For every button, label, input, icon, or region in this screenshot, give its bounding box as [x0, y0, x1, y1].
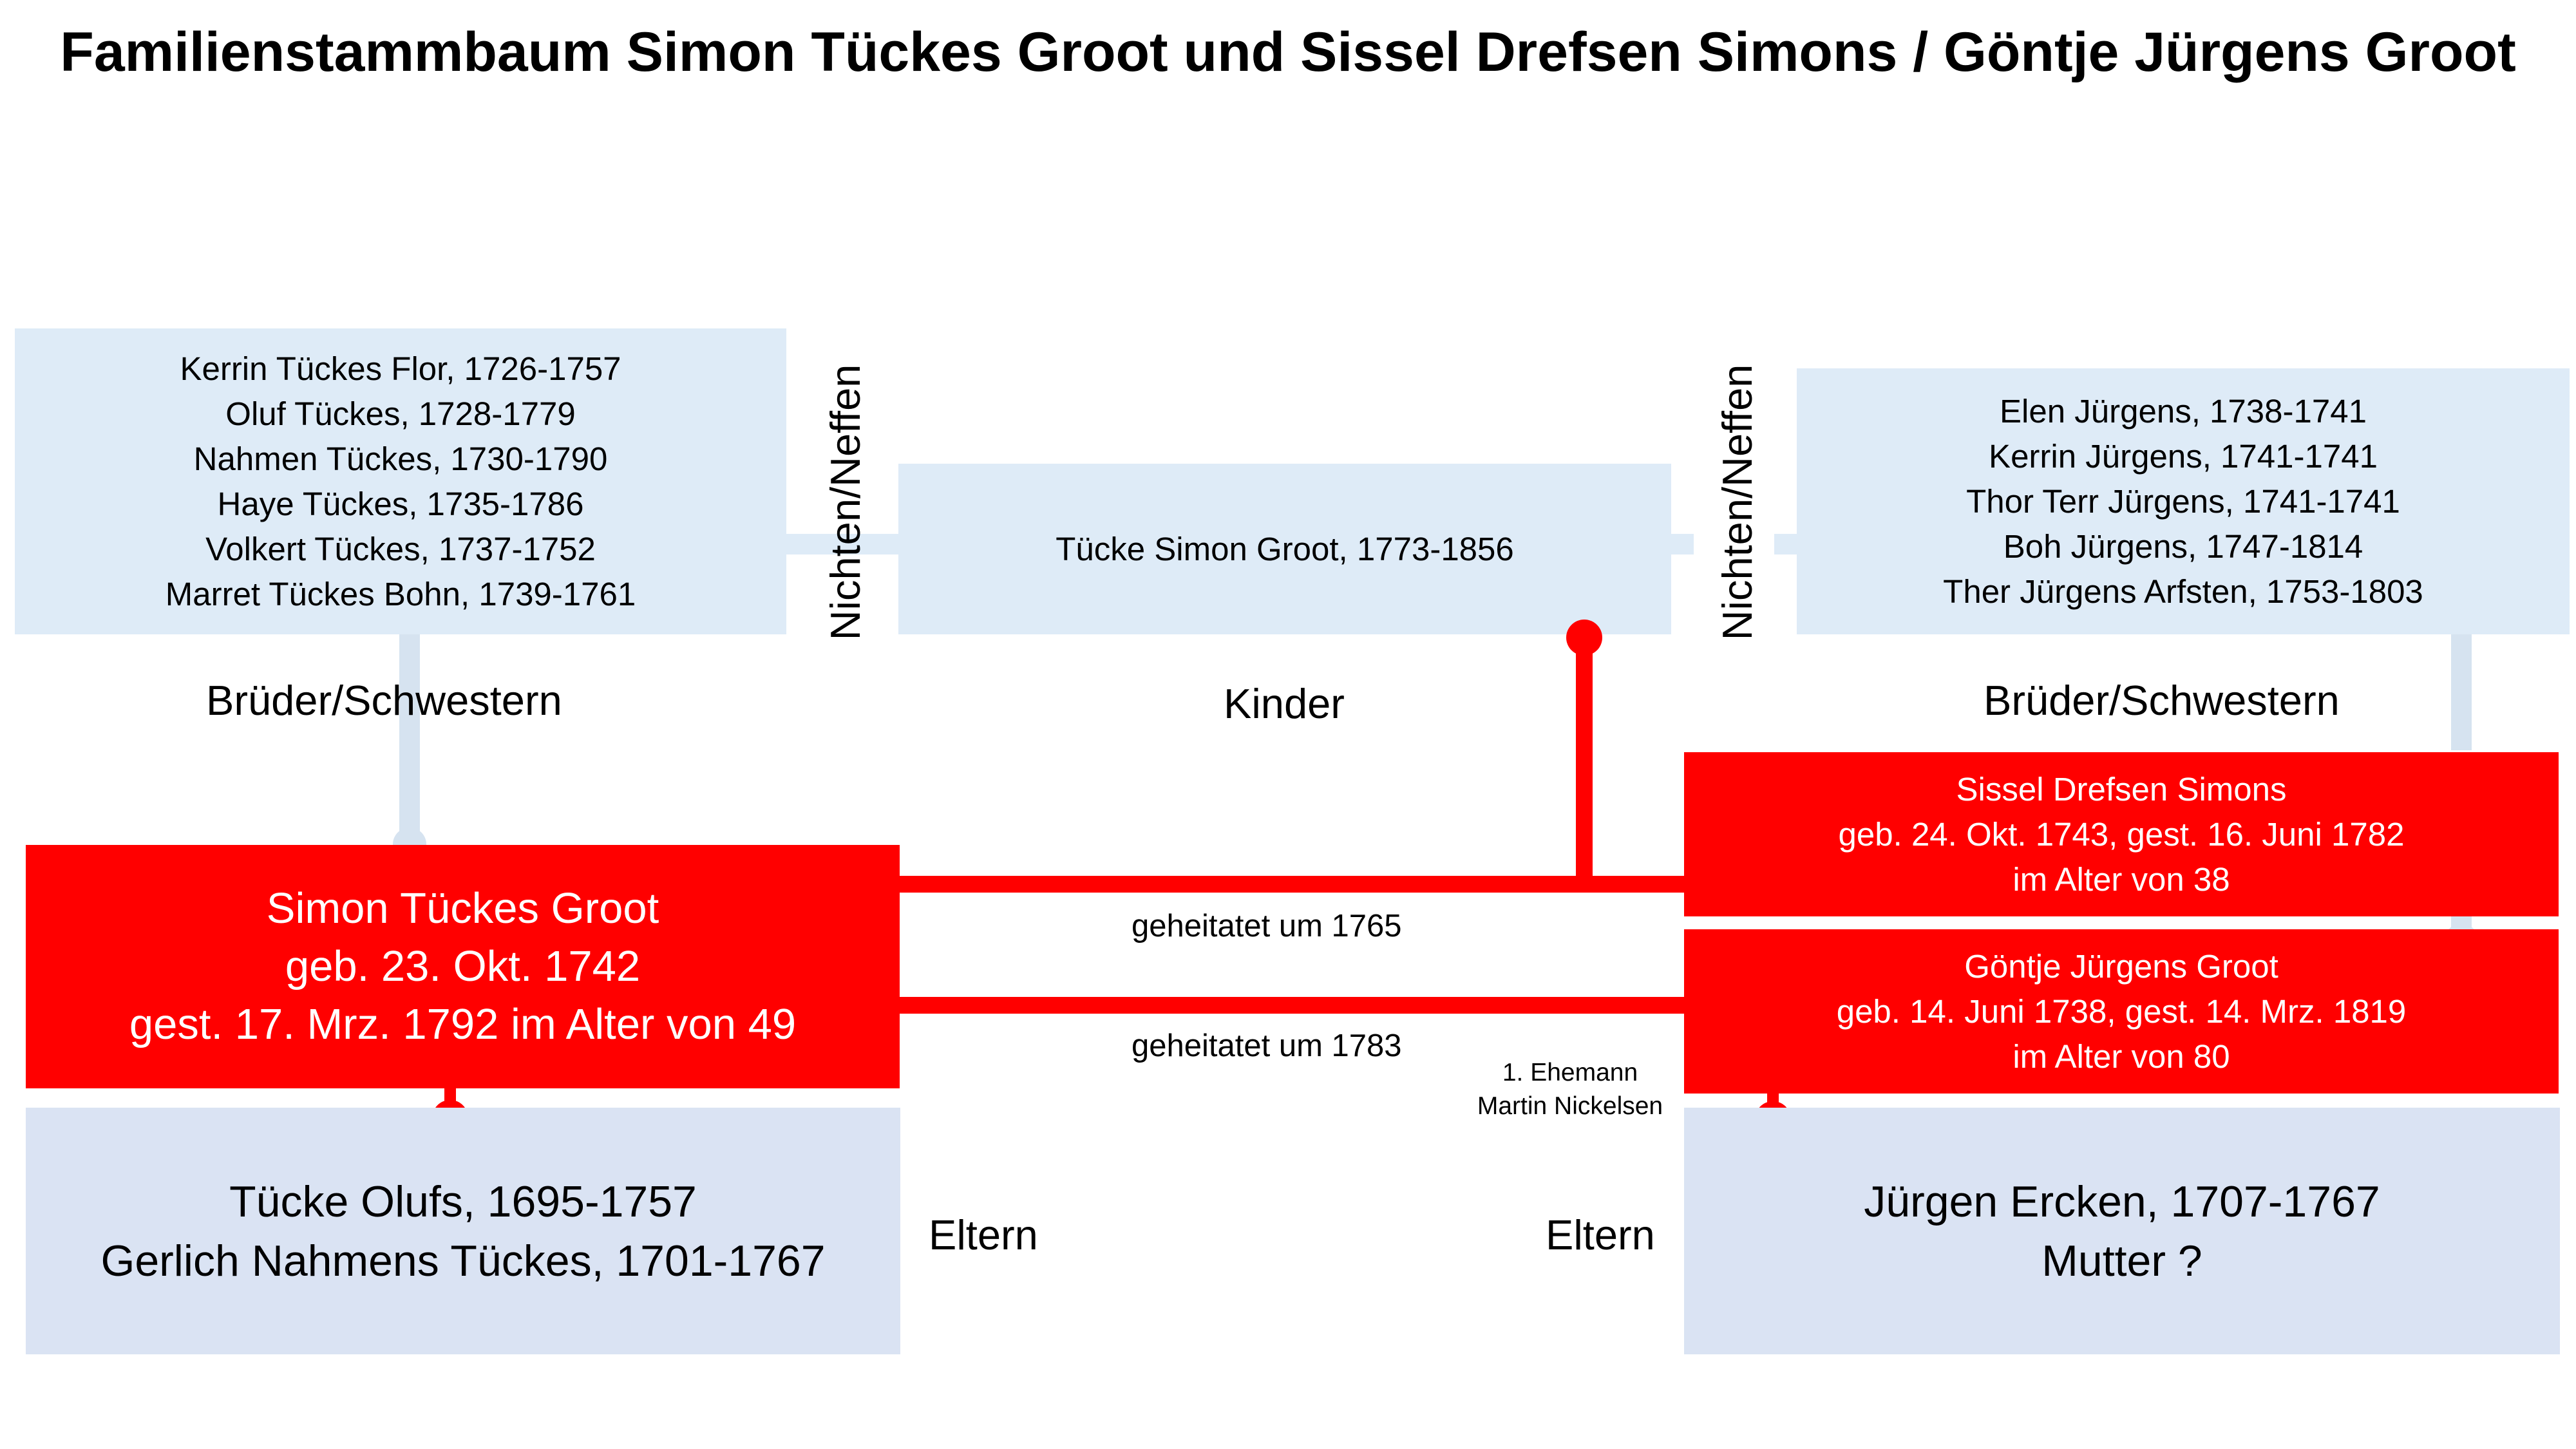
- sissel-box: Sissel Drefsen Simons geb. 24. Okt. 1743…: [1684, 752, 2559, 916]
- goentje-age: im Alter von 80: [2012, 1037, 2230, 1075]
- page-title: Familienstammbaum Simon Tückes Groot und…: [60, 21, 2516, 83]
- marriage-label-2: geheitatet um 1783: [1132, 1028, 1402, 1063]
- connector-left-nieces: [782, 534, 902, 554]
- right-siblings-box: Elen Jürgens, 1738-1741 Kerrin Jürgens, …: [1797, 368, 2570, 634]
- left-sibling: Volkert Tückes, 1737-1752: [205, 530, 596, 567]
- children-label: Kinder: [1224, 680, 1345, 727]
- child-line-dot: [1566, 620, 1602, 656]
- connector-child-right: [1668, 534, 1694, 554]
- right-parent: Mutter ?: [2041, 1236, 2202, 1285]
- first-husband-line-1: 1. Ehemann: [1502, 1059, 1638, 1086]
- marriage-line-1: [898, 876, 1694, 893]
- simon-death: gest. 17. Mrz. 1792 im Alter von 49: [129, 1000, 797, 1048]
- nieces-left-label: Nichten/Neffen: [822, 364, 869, 641]
- marriage-label-1: geheitatet um 1765: [1132, 909, 1402, 943]
- left-sibling: Oluf Tückes, 1728-1779: [225, 395, 576, 432]
- right-sibling: Thor Terr Jürgens, 1741-1741: [1966, 482, 2400, 520]
- parents-left-label: Eltern: [929, 1211, 1038, 1258]
- first-husband-label: 1. Ehemann Martin Nickelsen: [1461, 1056, 1680, 1123]
- left-siblings-box: Kerrin Tückes Flor, 1726-1757 Oluf Tücke…: [15, 328, 786, 634]
- connector-left-siblings: [399, 634, 420, 847]
- left-sibling: Haye Tückes, 1735-1786: [217, 485, 584, 522]
- right-sibling: Elen Jürgens, 1738-1741: [2000, 392, 2367, 430]
- goentje-box: Göntje Jürgens Groot geb. 14. Juni 1738,…: [1684, 929, 2559, 1094]
- connector-right-siblings: [2451, 634, 2472, 750]
- goentje-name: Göntje Jürgens Groot: [1964, 947, 2278, 985]
- child-box: Tücke Simon Groot, 1773-1856: [898, 464, 1671, 634]
- left-sibling: Kerrin Tückes Flor, 1726-1757: [180, 350, 621, 387]
- child-name: Tücke Simon Groot, 1773-1856: [1056, 530, 1514, 567]
- simon-birth: geb. 23. Okt. 1742: [285, 942, 641, 990]
- left-parent: Tücke Olufs, 1695-1757: [229, 1177, 697, 1226]
- simon-name: Simon Tückes Groot: [266, 884, 659, 933]
- connector-right-nieces: [1774, 534, 1800, 554]
- left-sibling: Nahmen Tückes, 1730-1790: [193, 440, 608, 477]
- left-parents-box: Tücke Olufs, 1695-1757 Gerlich Nahmens T…: [26, 1108, 900, 1354]
- parents-right-label: Eltern: [1546, 1211, 1655, 1258]
- goentje-dates: geb. 14. Juni 1738, gest. 14. Mrz. 1819: [1836, 992, 2407, 1030]
- left-parent: Gerlich Nahmens Tückes, 1701-1767: [100, 1236, 826, 1285]
- siblings-right-label: Brüder/Schwestern: [1984, 677, 2340, 724]
- first-husband-line-2: Martin Nickelsen: [1477, 1092, 1663, 1120]
- marriage-line-2: [898, 997, 1694, 1014]
- sissel-age: im Alter von 38: [2012, 860, 2230, 898]
- siblings-left-label: Brüder/Schwestern: [206, 677, 562, 724]
- left-sibling: Marret Tückes Bohn, 1739-1761: [165, 575, 636, 612]
- right-sibling: Ther Jürgens Arfsten, 1753-1803: [1943, 573, 2423, 610]
- child-line: [1576, 634, 1593, 886]
- right-sibling: Boh Jürgens, 1747-1814: [2003, 527, 2363, 565]
- sissel-dates: geb. 24. Okt. 1743, gest. 16. Juni 1782: [1838, 815, 2405, 853]
- right-parents-box: Jürgen Ercken, 1707-1767 Mutter ?: [1684, 1108, 2560, 1354]
- right-parent: Jürgen Ercken, 1707-1767: [1864, 1177, 2380, 1226]
- nieces-right-label: Nichten/Neffen: [1714, 364, 1761, 641]
- sissel-name: Sissel Drefsen Simons: [1956, 770, 2287, 808]
- simon-box: Simon Tückes Groot geb. 23. Okt. 1742 ge…: [26, 845, 900, 1088]
- right-sibling: Kerrin Jürgens, 1741-1741: [1989, 437, 2378, 475]
